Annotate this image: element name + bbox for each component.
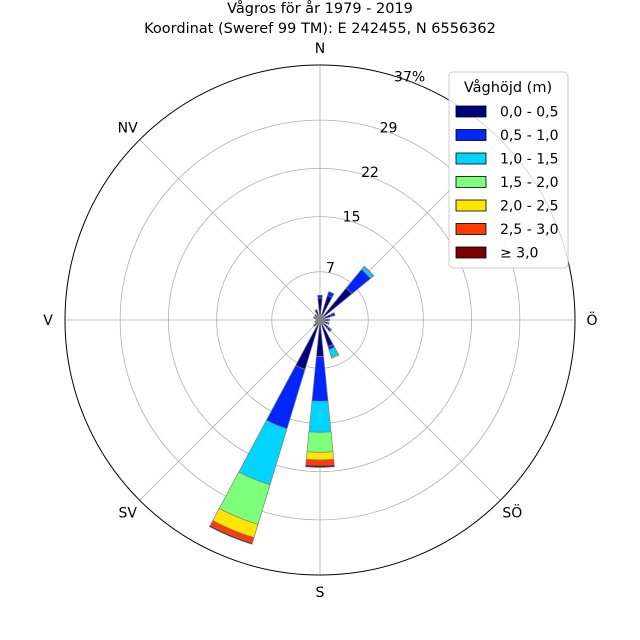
legend-label: 0,0 - 0,5	[500, 105, 558, 121]
legend-label: 1,0 - 1,5	[500, 152, 558, 168]
direction-label-so: SÖ	[502, 503, 522, 521]
ring-labels: 7 15 22 29 37%	[326, 69, 425, 276]
direction-label-nv: NV	[118, 121, 138, 137]
rose-bar-segment	[315, 319, 321, 321]
rose-bar-segment	[328, 328, 333, 333]
direction-label-n: N	[315, 41, 325, 57]
chart-title: Vågros för år 1979 - 2019	[227, 0, 413, 17]
grid-spoke	[139, 319, 321, 501]
legend-swatch	[455, 199, 487, 212]
legend-entries: 0,0 - 0,5 0,5 - 1,0 1,0 - 1,5 1,5 - 2,0 2,0 …	[455, 105, 558, 262]
rose-bar-segment	[326, 291, 335, 298]
rose-bar-segment	[312, 316, 321, 321]
legend-swatch	[455, 223, 487, 235]
direction-label-s: S	[316, 585, 325, 601]
rose-bar-segment	[314, 314, 321, 321]
legend: Våghöjd (m) 0,0 - 0,5 0,5 - 1,0 1,0 - 1,5 1…	[448, 71, 569, 269]
legend-label: 2,0 - 2,5	[500, 199, 558, 215]
legend-swatch	[455, 246, 487, 259]
rose-bars	[209, 265, 375, 545]
rose-bar-segment	[306, 431, 334, 453]
rose-bar-segment	[308, 400, 332, 433]
ring-label: 37%	[394, 69, 425, 85]
rose-bar-segment	[317, 294, 323, 299]
legend-label: 1,5 - 2,0	[500, 175, 558, 191]
legend-swatch	[455, 152, 487, 165]
rose-bar-segment	[363, 265, 375, 277]
legend-title: Våghöjd (m)	[464, 79, 552, 96]
rose-bar-segment	[326, 321, 330, 326]
rose-bar-segment	[305, 464, 335, 468]
grid-spoke	[139, 139, 321, 321]
rose-bar-segment	[209, 524, 253, 545]
legend-swatch	[455, 176, 487, 188]
legend-label: ≥ 3,0	[500, 246, 538, 262]
rose-bar-segment	[313, 319, 321, 327]
rose-bar-segment	[327, 318, 330, 322]
legend-box	[448, 71, 569, 269]
rose-bar-segment	[330, 353, 340, 359]
legend-swatch	[455, 129, 487, 141]
polar-frame	[64, 64, 576, 576]
chart-subtitle: Koordinat (Sweref 99 TM): E 242455, N 65…	[144, 21, 496, 37]
ring-label: 22	[361, 165, 379, 181]
direction-label-o: Ö	[586, 311, 597, 329]
rose-bar-segment	[305, 458, 335, 466]
direction-label-sv: SV	[118, 505, 137, 521]
rose-bar-segment	[305, 451, 335, 461]
direction-label-v: V	[43, 313, 53, 329]
legend-label: 0,5 - 1,0	[500, 128, 558, 144]
ring-label: 29	[380, 120, 398, 136]
direction-labels: N NV V SV S SÖ Ö	[43, 41, 597, 601]
ring-label: 7	[326, 260, 335, 276]
grid-spoke	[319, 319, 501, 501]
rose-bar-segment	[314, 309, 318, 312]
ring-label: 15	[343, 210, 361, 226]
legend-swatch	[455, 105, 487, 118]
legend-label: 2,5 - 3,0	[500, 222, 558, 238]
rose-bar-segment	[329, 312, 336, 318]
